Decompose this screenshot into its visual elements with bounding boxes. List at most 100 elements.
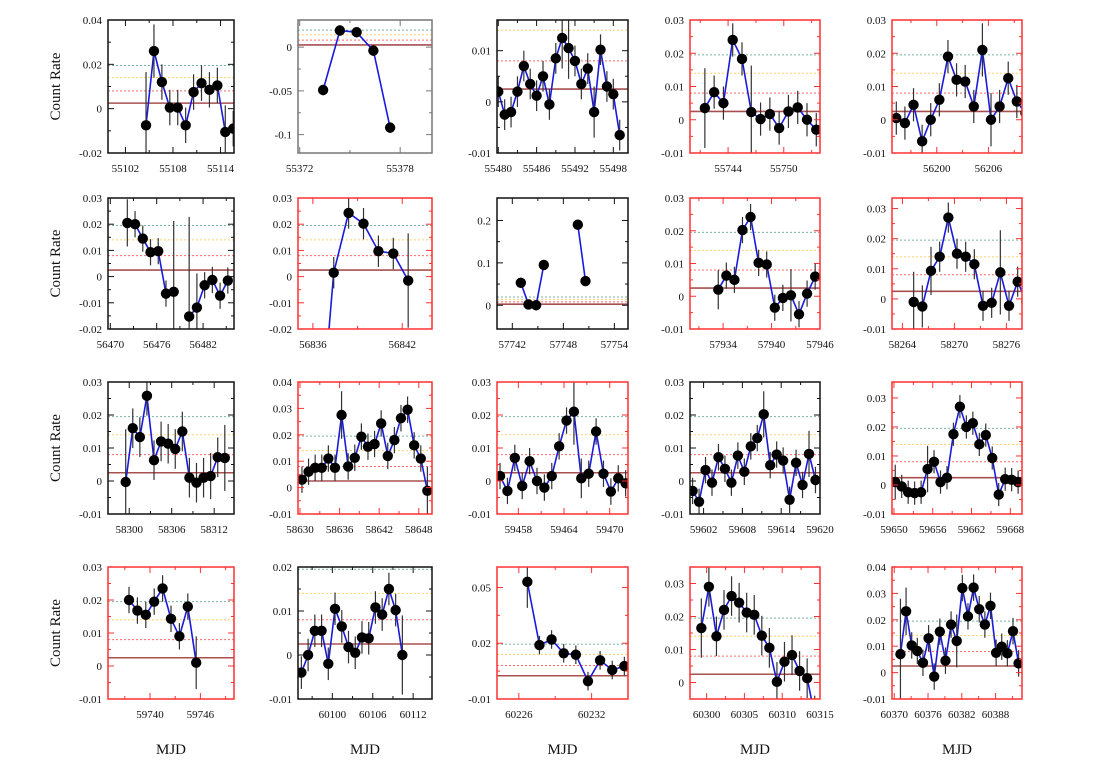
data-point [783,106,794,117]
data-point [1013,658,1022,669]
data-point [601,81,613,92]
data-point [951,635,962,647]
data-point [968,101,979,112]
panel-8: 0 0.1 0.2 57742 57748 57754 [477,197,629,351]
data-point [546,634,557,645]
panel-6: -0.02 -0.01 0 0.01 0.02 0.03 56470 56476 56482 [79,193,235,351]
y-tick-label: 0.03 [665,579,685,591]
data-point [302,649,314,661]
panel-3: -0.01 0 0.01 55480 55486 55492 55498 [468,19,629,175]
x-tick-label: 56836 [299,339,327,351]
data-point [917,301,928,312]
y-tick-label: -0.01 [79,694,102,706]
y-tick-label: 0 [287,42,293,54]
data-point [317,84,329,96]
panel-frame [891,381,1023,515]
y-tick-label: 0.03 [867,15,887,27]
data-point [1007,625,1019,637]
data-point [517,480,528,492]
data-point [323,658,334,669]
plot-area [497,382,628,505]
panel-frame [496,381,629,515]
data-point [605,486,617,497]
plot-area [690,23,820,153]
data-point [1003,72,1014,84]
data-point [771,676,783,688]
plot-area [497,20,628,151]
data-point [758,409,769,420]
y-tick-label: 0.01 [665,82,684,94]
data-point [900,606,912,617]
y-tick-label: 0 [287,650,293,662]
plot-area [892,395,1022,507]
y-tick-label: 0.04 [273,377,293,389]
y-tick-label: 0.02 [83,410,102,422]
panel-frame [297,381,433,515]
y-tick-label: -0.01 [661,148,684,160]
panel-frame [297,566,433,700]
panel-frame [689,381,821,515]
y-tick-label: 0.01 [83,245,102,257]
series-line [700,586,813,699]
x-tick-label: 59614 [767,524,795,536]
y-tick-label: 0.04 [867,562,887,574]
y-tick-label: -0.01 [79,509,102,521]
data-point [777,455,789,466]
data-point [148,455,160,466]
data-point [538,259,549,271]
data-point [951,74,962,86]
data-point [912,645,923,657]
plot-area [108,24,234,153]
data-point [395,412,407,424]
data-point [727,34,738,46]
x-tick-label: 60305 [731,709,759,721]
x-tick-label: 60100 [319,709,347,721]
y-tick-label: 0 [97,661,103,673]
data-point [977,300,989,312]
data-point [739,466,750,477]
panel-11: -0.01 0 0.01 0.02 0.03 58300 58306 58312 [79,377,235,536]
data-point [505,106,517,118]
data-point [390,604,401,616]
data-point [726,590,737,602]
y-tick-label: 0.03 [867,393,887,405]
data-point [620,478,628,489]
y-tick-label: 0.02 [665,48,684,60]
data-point [207,274,218,286]
x-tick-label: 58636 [326,524,354,536]
panel-frame [689,19,821,154]
y-tick-label: 0 [97,104,103,116]
data-point [928,456,940,467]
plot-area [108,199,234,329]
data-point [316,462,327,473]
data-point [164,102,176,113]
data-point [129,219,141,230]
y-tick-label: -0.02 [79,324,102,336]
data-point [706,477,718,488]
data-point [736,53,748,65]
plot-area [298,391,432,514]
panel-frame [107,19,235,154]
panel-frame [891,197,1023,330]
x-tick-label: 56470 [97,339,125,351]
y-tick-label: 0.02 [665,226,684,238]
x-tick-label: 58300 [115,524,143,536]
x-tick-label: 60300 [693,709,721,721]
y-tick-label: 0.01 [867,641,886,653]
x-axis-title: MJD [156,742,186,758]
data-point [550,53,561,64]
y-tick-label: 0.02 [472,410,491,422]
y-tick-label: 0.02 [273,562,292,574]
data-point [177,426,188,437]
data-point [336,621,347,632]
y-tick-label: 0.02 [472,638,491,650]
y-tick-label: 0 [486,300,492,312]
y-tick-label: -0.02 [269,324,292,336]
y-tick-label: 0.03 [273,193,293,205]
data-point [908,99,919,110]
x-tick-label: 59464 [550,524,578,536]
y-axis-title: Count Rate [48,229,64,297]
data-point [165,613,177,625]
x-tick-label: 58312 [200,524,228,536]
